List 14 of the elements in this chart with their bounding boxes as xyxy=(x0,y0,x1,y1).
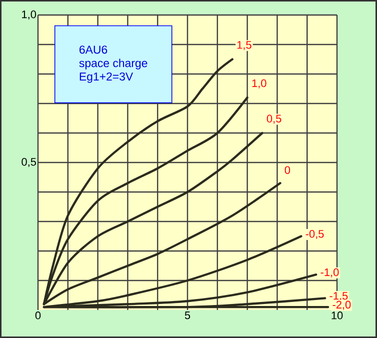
series-label: -1,0 xyxy=(320,268,339,278)
series-label: 1,5 xyxy=(237,41,252,50)
annotation: space charge xyxy=(79,58,148,70)
series-label: 0 xyxy=(284,166,290,174)
series-label: -1,5 xyxy=(330,292,348,302)
annotation: 6AU6 xyxy=(80,46,108,54)
series-label: 1,0 xyxy=(252,79,266,88)
series-label: -0,5 xyxy=(306,230,324,240)
annotation: Eg1+2=3V xyxy=(80,72,134,83)
x-tick-label: 5 xyxy=(184,312,190,320)
x-tick-label: 0 xyxy=(35,312,41,320)
x-tick-label: 10 xyxy=(332,312,343,320)
series-label: 0,5 xyxy=(266,114,282,124)
series-label: -2,0 xyxy=(332,300,351,310)
